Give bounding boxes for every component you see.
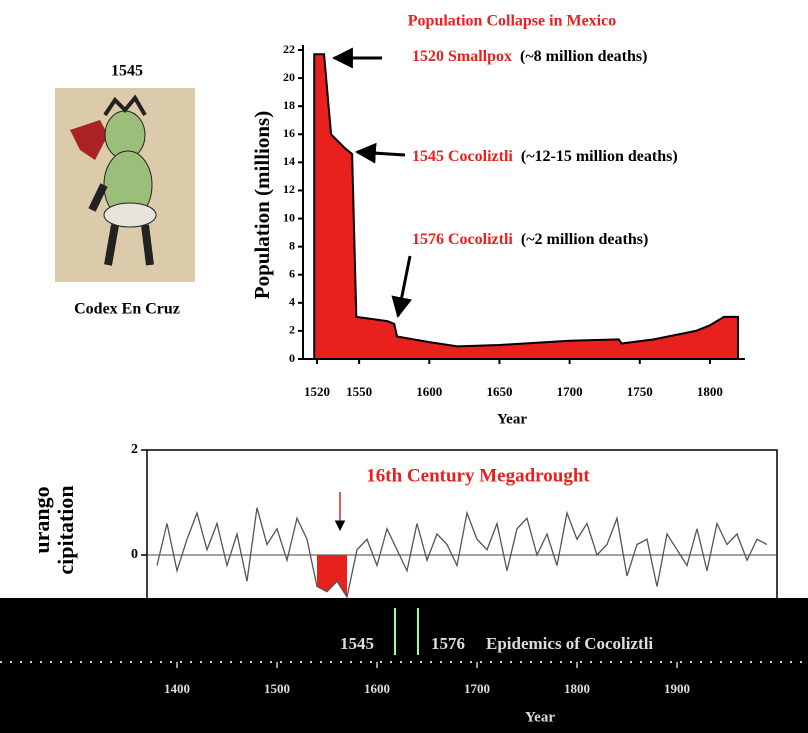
x-tick-label: 1700: [557, 384, 583, 399]
arrow: [391, 255, 413, 319]
x-tick-label: 1650: [486, 384, 512, 399]
x-tick-label: 1520: [304, 384, 330, 399]
annotation-note: (~2 million deaths): [521, 231, 648, 248]
x-tick-label: 1500: [264, 681, 290, 696]
y-axis-label: cipitation: [53, 485, 78, 574]
x-tick-label: 1550: [346, 384, 372, 399]
x-tick-label: 1400: [164, 681, 190, 696]
y-tick-label: 2: [131, 442, 138, 457]
y-tick-label: 4: [289, 295, 295, 309]
annotation-note: (~8 million deaths): [520, 48, 647, 65]
annotation-label: 1576 Cocoliztli: [412, 231, 513, 248]
annotation: Epidemics of Cocoliztli: [486, 634, 653, 653]
y-tick-label: 2: [289, 323, 295, 337]
x-tick-label: 1800: [697, 384, 723, 399]
x-tick-label: 1600: [364, 681, 390, 696]
codex-label: 1545: [111, 63, 143, 80]
x-tick-label: 1600: [416, 384, 442, 399]
chart-title: Population Collapse in Mexico: [408, 13, 616, 30]
area: [313, 53, 739, 360]
annotation-note: (~12-15 million deaths): [521, 148, 678, 165]
annotation: 1576 Cocoliztli (~2 million deaths): [412, 231, 648, 248]
line: [156, 507, 768, 599]
annotation-label: 1545 Cocoliztli: [412, 148, 513, 165]
y-tick-label: 12: [283, 182, 295, 196]
y-tick-label: 0: [289, 351, 295, 365]
x-tick-label: 1700: [464, 681, 490, 696]
x-tick-label: 1750: [627, 384, 653, 399]
y-tick-label: 16: [283, 126, 295, 140]
codex-caption: Codex En Cruz: [74, 301, 180, 318]
annotation: 1576: [431, 634, 465, 653]
annotation: 1545: [340, 634, 374, 653]
arrow: [354, 142, 406, 164]
y-tick-label: 20: [283, 70, 295, 84]
chart-title: 16th Century Megadrought: [366, 465, 590, 486]
y-tick-label: 0: [131, 547, 138, 562]
annotation: 1545 Cocoliztli (~12-15 million deaths): [412, 148, 678, 165]
y-tick-label: 22: [283, 42, 295, 56]
x-tick-label: 1900: [664, 681, 690, 696]
y-tick-label: 14: [283, 154, 295, 168]
y-tick-label: 18: [283, 98, 295, 112]
y-tick-label: 6: [289, 266, 295, 280]
annotation: 1520 Smallpox (~8 million deaths): [412, 48, 647, 65]
codex-figure: [70, 94, 157, 266]
y-axis-label: Population (millions): [250, 111, 274, 299]
drought-fill: [317, 555, 347, 597]
corrupted-band: [0, 598, 808, 733]
x-axis-label: Year: [525, 709, 555, 725]
annotation-label: 1520 Smallpox: [412, 48, 512, 65]
x-tick-label: 1800: [564, 681, 590, 696]
x-axis-label: Year: [497, 411, 527, 427]
y-tick-label: 10: [283, 210, 295, 224]
y-tick-label: 8: [289, 238, 295, 252]
y-axis-label: urango: [29, 486, 54, 553]
